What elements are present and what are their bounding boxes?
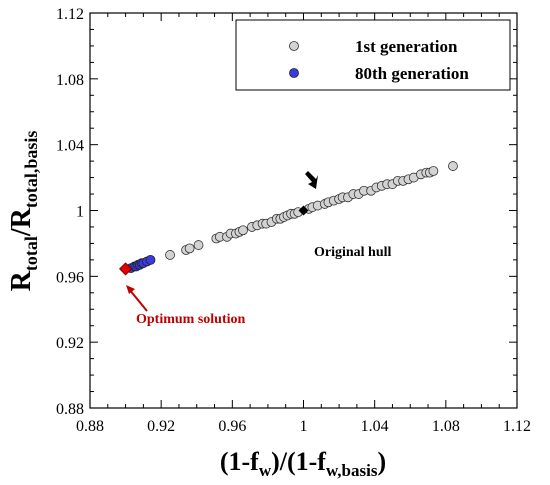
y-axis-title-part: /R (6, 207, 37, 237)
x-tick-label: 0.96 (218, 418, 246, 435)
optimum-arrow-icon (126, 285, 135, 294)
x-axis-title: (1-fw)/(1-fw,basis) (220, 447, 386, 480)
y-axis-title: Rtotal/Rtotal,basis (6, 131, 41, 292)
x-axis-title-part: (1-f (220, 447, 259, 476)
data-points (119, 161, 458, 276)
point-1st-generation (193, 240, 204, 250)
plot-frame (89, 12, 518, 409)
x-tick-label: 0.88 (76, 418, 104, 435)
x-axis-title-part: )/(1-f (271, 447, 326, 476)
legend-label-80th-generation: 80th generation (355, 64, 469, 83)
point-80th-generation (145, 254, 156, 265)
series-1st-generation (165, 161, 458, 260)
original-hull-arrow-icon (305, 171, 318, 189)
original-hull-marker (298, 205, 309, 216)
optimum-solution-marker (119, 262, 133, 276)
legend-label-1st-generation: 1st generation (355, 37, 458, 56)
point-1st-generation (238, 225, 248, 236)
point-1st-generation (428, 166, 439, 176)
x-tick-label: 1 (300, 418, 308, 435)
point-1st-generation (448, 161, 458, 171)
y-tick-label: 0.88 (56, 401, 84, 418)
legend: 1st generation 80th generation (235, 19, 511, 91)
optimum-solution-annotation: Optimum solution (126, 285, 246, 327)
y-axis-title-part: R (6, 270, 37, 291)
x-axis-title-part: ) (377, 447, 386, 476)
y-axis-title-sub: total,basis (21, 131, 41, 209)
y-tick-label: 1 (76, 204, 84, 221)
axis-ticks: 0.88 0.92 0.96 1 1.04 1.08 1.12 0.88 0.92 0.96 1 1.… (56, 6, 531, 435)
point-1st-generation (184, 243, 195, 254)
x-tick-label: 1.08 (432, 418, 460, 435)
optimum-solution-label: Optimum solution (136, 312, 246, 327)
legend-marker-1st-generation (289, 41, 299, 51)
x-tick-label: 1.12 (503, 418, 531, 435)
y-tick-label: 0.92 (56, 335, 84, 352)
y-tick-label: 1.12 (56, 6, 84, 23)
optimum-arrow-line (128, 288, 148, 312)
series-80th-generation (126, 254, 156, 274)
x-axis-title-sub: w,basis (326, 461, 378, 480)
x-tick-label: 0.92 (147, 418, 175, 435)
y-tick-label: 0.96 (56, 269, 84, 286)
legend-marker-80th-generation (289, 68, 299, 78)
x-tick-label: 1.04 (361, 418, 389, 435)
original-hull-label: Original hull (314, 245, 392, 260)
y-axis-title-sub: total (21, 236, 41, 271)
original-hull-annotation: Original hull (305, 171, 392, 260)
x-axis-title-sub: w (259, 461, 272, 480)
y-tick-label: 1.04 (56, 138, 84, 155)
legend-box (235, 19, 511, 91)
point-1st-generation (165, 250, 175, 260)
y-tick-label: 1.08 (56, 72, 84, 89)
